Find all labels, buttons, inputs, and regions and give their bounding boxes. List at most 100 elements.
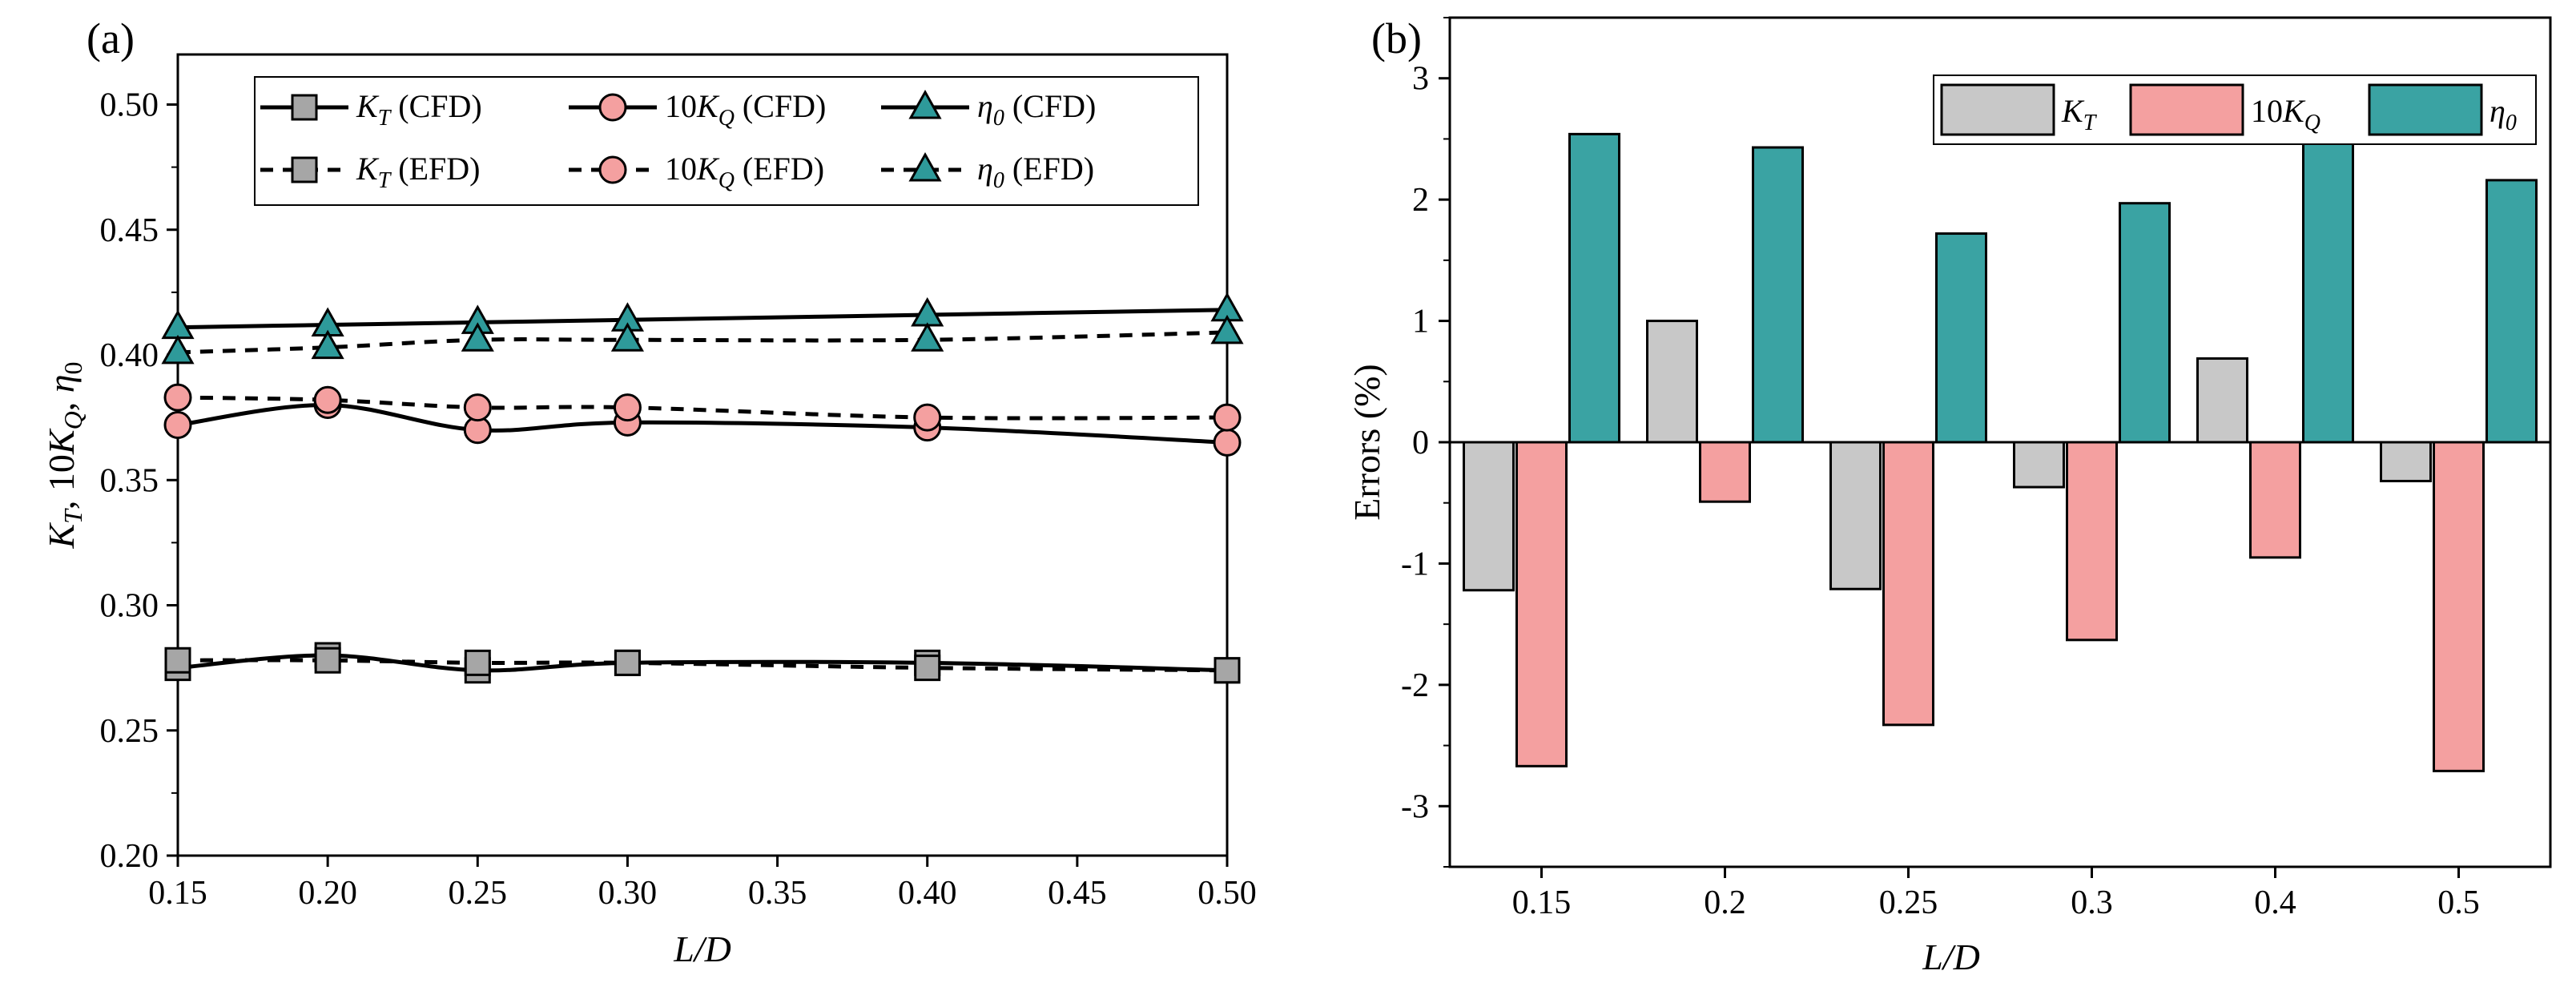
y-tick-label: 0.40: [100, 337, 159, 374]
legend-label-kq_cfd: 10KQ (CFD): [665, 88, 826, 131]
legend-label-kq: 10KQ: [2251, 93, 2320, 135]
x-tick-label: 0.40: [898, 875, 957, 912]
kt-bar: [1829, 441, 1882, 590]
legend-label-eta: η0: [2489, 93, 2517, 135]
y-tick-label: 0: [1412, 425, 1429, 461]
x-tick-label: 0.30: [598, 875, 658, 912]
x-tick-label: 0.5: [2437, 884, 2480, 921]
legend-a: KT (CFD) 10KQ (CFD) η0 (CFD) KT (EFD) 10KQ (…: [254, 76, 1199, 206]
kt-bar: [1463, 441, 1515, 592]
x-tick-label: 0.50: [1197, 875, 1257, 912]
y-tick-label: 2: [1412, 182, 1429, 219]
eta-bar: [2485, 179, 2538, 444]
legend-marker: [291, 94, 318, 121]
legend-label-eta_cfd: η0 (CFD): [977, 88, 1096, 131]
panel-label-a: (a): [87, 14, 135, 62]
x-tick-label: 0.35: [748, 875, 807, 912]
eta-bar: [2302, 141, 2354, 444]
y-tick-label: 0.30: [100, 588, 159, 625]
kt_efd-point: [914, 655, 941, 682]
kt_efd-point: [464, 649, 491, 676]
kt-bar: [1646, 320, 1698, 444]
eta_cfd-point: [911, 296, 944, 327]
eta_efd-point: [1210, 314, 1244, 344]
y-axis-label-group: KT, 10KQ, η0: [41, 361, 87, 549]
kq_efd-point: [163, 383, 192, 412]
kq_efd-point: [313, 385, 342, 414]
x-tick-label: 0.3: [2071, 884, 2113, 921]
legend-marker: [598, 155, 627, 184]
eta_cfd-point: [161, 309, 195, 340]
eta_efd-point: [461, 322, 494, 352]
x-tick-label: 0.2: [1704, 884, 1746, 921]
kt-bar: [2013, 441, 2065, 489]
eta-bar: [1935, 232, 1987, 444]
kq-bar: [1699, 441, 1751, 503]
kq_cfd-point: [1213, 428, 1242, 457]
y-tick-label: 0.25: [100, 713, 159, 750]
legend-swatch: [2129, 83, 2244, 136]
y-tick-label: 0.50: [100, 87, 159, 124]
kq_efd-point: [613, 393, 642, 422]
chart-b: -3 -2 -1 0 1 2 3 0.15 0.2 0.25 0.3 0.4 0.5 (b) L/D Erro…: [1346, 14, 2552, 977]
kt_efd-point: [1214, 657, 1241, 684]
legend-frame: [254, 76, 1199, 206]
y-tick-label: -3: [1401, 788, 1429, 825]
kt_efd-line: [177, 658, 1228, 673]
y-tick-label: -1: [1401, 546, 1429, 582]
x-tick-label: 0.25: [1879, 884, 1938, 921]
kq-bar: [1515, 441, 1568, 767]
legend-label-eta_efd: η0 (EFD): [977, 151, 1094, 193]
y-tick-label: 0.35: [100, 462, 159, 499]
eta_efd-point: [161, 334, 195, 365]
eta-bar: [2119, 202, 2171, 444]
legend-marker: [908, 151, 942, 182]
chart-a: 0.15 0.20 0.25 0.30 0.35 0.40 0.45 0.500.200.25…: [41, 14, 1257, 969]
y-tick-label: -2: [1401, 667, 1429, 704]
legend-label-kt_efd: KT (EFD): [356, 151, 480, 193]
y-tick-label: 3: [1412, 61, 1429, 98]
kt-bar: [2380, 441, 2432, 482]
kq-bar: [2249, 441, 2301, 559]
legend-marker: [598, 93, 627, 122]
kq-bar: [2433, 441, 2485, 772]
y-axis-label: Errors (%): [1346, 364, 1387, 520]
x-tick-label: 0.20: [298, 875, 357, 912]
kt_efd-point: [314, 647, 341, 674]
kq_efd-point: [913, 403, 942, 432]
x-tick-label: 0.15: [1512, 884, 1572, 921]
legend-label-kt_cfd: KT (CFD): [356, 88, 482, 131]
x-axis-label: L/D: [1922, 937, 1980, 977]
legend-swatch: [2368, 83, 2483, 136]
legend-label-kq_efd: 10KQ (EFD): [665, 151, 824, 193]
kt_efd-point: [164, 647, 191, 674]
kt_efd-point: [614, 649, 641, 676]
legend-b: KT 10KQ η0: [1933, 75, 2537, 145]
y-axis-label: KT, 10KQ, η0: [41, 361, 87, 549]
x-tick-label: 0.25: [449, 875, 508, 912]
eta_efd-point: [311, 329, 344, 360]
kq_efd-point: [1213, 403, 1242, 432]
kq_efd-point: [463, 393, 492, 422]
kt-bar: [2196, 357, 2248, 444]
eta-bar: [1568, 132, 1620, 444]
kq_cfd-point: [163, 411, 192, 439]
y-tick-label: 0.45: [100, 212, 159, 249]
kq-bar: [1882, 441, 1934, 727]
x-axis-label: L/D: [673, 929, 731, 969]
eta_efd-line: [177, 330, 1228, 355]
panel-label-b: (b): [1371, 14, 1422, 62]
y-tick-label: 0.20: [100, 838, 159, 875]
x-tick-label: 0.15: [148, 875, 207, 912]
legend-marker: [908, 89, 942, 119]
x-tick-label: 0.4: [2254, 884, 2296, 921]
y-tick-label: 1: [1412, 304, 1429, 340]
x-tick-label: 0.45: [1048, 875, 1107, 912]
eta-bar: [1752, 146, 1804, 444]
kq_efd-line: [177, 395, 1228, 421]
legend-marker: [291, 156, 318, 183]
legend-swatch: [1940, 83, 2055, 136]
kq-bar: [2066, 441, 2118, 642]
eta_efd-point: [911, 322, 944, 352]
